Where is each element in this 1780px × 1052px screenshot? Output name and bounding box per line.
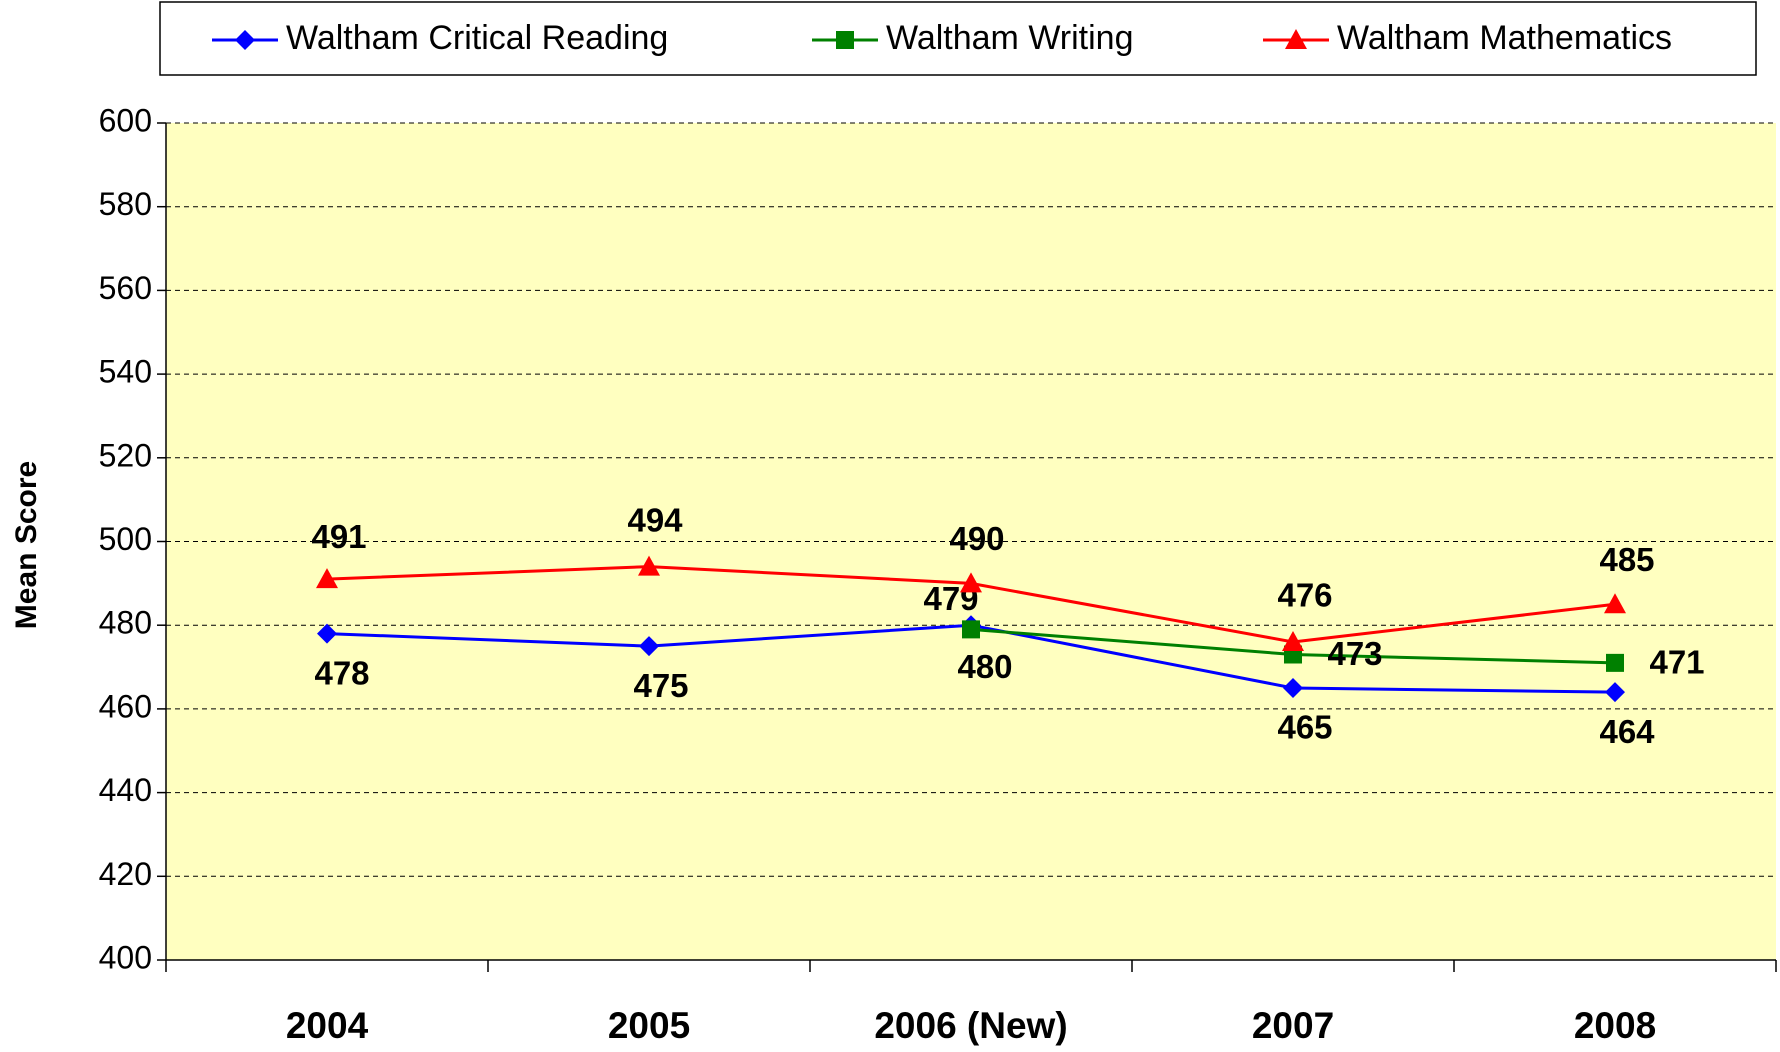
y-tick-label: 420 — [99, 856, 152, 892]
y-tick-label: 440 — [99, 772, 152, 808]
y-tick-label: 520 — [99, 437, 152, 473]
data-point — [960, 572, 982, 593]
data-label: 494 — [627, 501, 683, 538]
data-point — [1283, 677, 1303, 698]
legend-marker — [1285, 29, 1307, 49]
legend-box — [159, 1, 1757, 76]
y-tick-label: 560 — [99, 270, 152, 306]
y-tick-label: 500 — [99, 521, 152, 557]
data-label: 476 — [1277, 577, 1332, 614]
legend-label: Waltham Mathematics — [1337, 19, 1672, 57]
data-point — [316, 568, 338, 589]
x-tick-label: 2006 (New) — [874, 1005, 1067, 1046]
data-label: 491 — [311, 518, 366, 555]
data-point — [962, 620, 980, 639]
y-tick-label: 480 — [99, 605, 152, 641]
data-point — [638, 555, 660, 576]
data-point — [1605, 682, 1625, 703]
data-point — [1606, 653, 1624, 672]
x-tick-label: 2007 — [1252, 1005, 1334, 1046]
data-label: 490 — [949, 520, 1004, 557]
legend-label: Waltham Critical Reading — [286, 19, 668, 57]
x-tick-label: 2005 — [608, 1005, 690, 1046]
y-tick-label: 580 — [99, 186, 152, 222]
x-tick-label: 2004 — [286, 1005, 369, 1046]
y-axis-title: Mean Score — [10, 461, 43, 629]
data-point — [1604, 593, 1626, 614]
legend-label: Waltham Writing — [886, 19, 1134, 57]
legend-marker — [836, 31, 854, 49]
data-label: 478 — [314, 654, 369, 691]
y-tick-label: 600 — [99, 102, 152, 138]
data-point — [317, 623, 337, 644]
data-label: 464 — [1599, 713, 1655, 750]
y-tick-label: 540 — [99, 354, 152, 390]
legend-marker — [235, 30, 255, 50]
data-label: 465 — [1277, 709, 1332, 746]
data-label: 471 — [1649, 644, 1704, 681]
data-label: 480 — [957, 648, 1012, 685]
y-tick-label: 400 — [99, 939, 152, 975]
data-label: 473 — [1327, 635, 1382, 672]
y-tick-label: 460 — [99, 688, 152, 724]
data-point — [639, 636, 659, 657]
x-tick-label: 2008 — [1574, 1005, 1656, 1046]
data-label: 485 — [1599, 541, 1654, 578]
data-point — [1282, 630, 1304, 651]
data-label: 475 — [633, 667, 688, 704]
